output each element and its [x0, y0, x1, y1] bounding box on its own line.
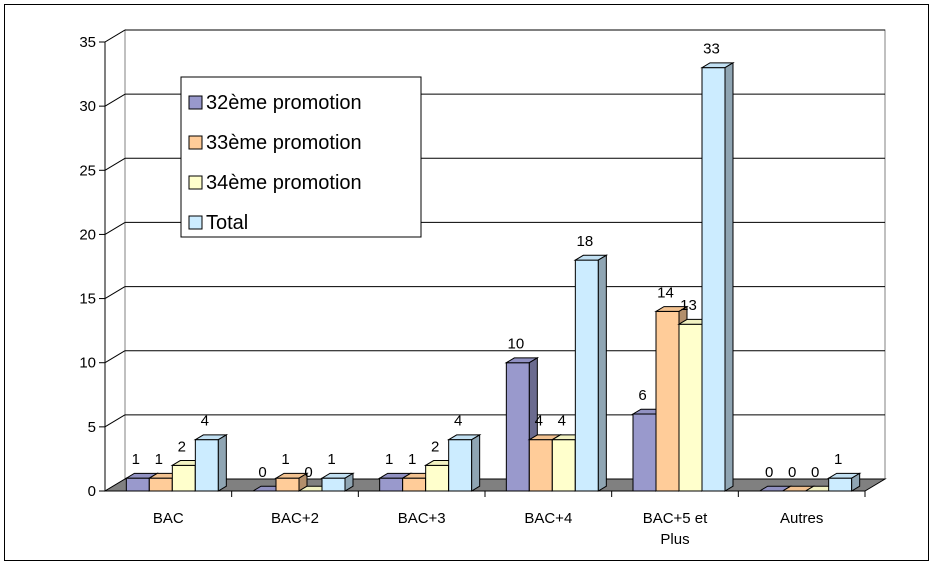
- bar-33-me-promotion: [528, 439, 553, 492]
- data-label: 1: [385, 451, 393, 468]
- data-label: 33: [703, 41, 720, 58]
- legend-label: 32ème promotion: [206, 92, 362, 114]
- gridline-side: [104, 157, 126, 171]
- data-label: 1: [155, 451, 163, 468]
- x-tick-label: BAC+2: [271, 510, 319, 527]
- bar-total: [828, 477, 853, 492]
- x-tick-label: Autres: [780, 510, 823, 527]
- data-label: 0: [258, 464, 266, 481]
- gridline-side: [104, 221, 126, 235]
- legend-swatch: [188, 175, 203, 190]
- data-label: 4: [535, 413, 543, 430]
- data-label: 0: [811, 464, 819, 481]
- data-label: 1: [834, 451, 842, 468]
- data-label: 4: [454, 413, 462, 430]
- bar-32-me-promotion: [379, 477, 404, 492]
- bars: [124, 61, 862, 492]
- bar-34-me-promotion: [551, 439, 576, 492]
- gridlines: [104, 29, 885, 428]
- bar-33-me-promotion: [275, 477, 300, 492]
- y-tick-label: 10: [79, 355, 96, 372]
- data-label: 1: [408, 451, 416, 468]
- legend: 32ème promotion 33ème promotion 34ème prom…: [180, 76, 422, 238]
- legend-label: Total: [206, 212, 248, 234]
- bar-total: [321, 477, 346, 492]
- y-tick-label: 35: [79, 34, 96, 51]
- bar-side: [471, 434, 481, 492]
- x-tick-label: BAC+4: [524, 510, 572, 527]
- y-tick-label: 30: [79, 98, 96, 115]
- bar-33-me-promotion: [148, 477, 173, 492]
- data-label: 10: [507, 336, 524, 353]
- gridline-side: [104, 29, 126, 43]
- side-wall: [104, 29, 126, 492]
- legend-box: [180, 76, 422, 238]
- bar-33-me-promotion: [655, 310, 680, 492]
- bar-side: [851, 472, 861, 492]
- gridline-side: [104, 350, 126, 364]
- bar-32-me-promotion: [125, 477, 150, 492]
- bar-34-me-promotion: [425, 464, 450, 492]
- legend-swatch: [188, 95, 203, 110]
- gridline-side: [104, 414, 126, 428]
- bar-total: [701, 67, 726, 492]
- y-tick-label: 0: [88, 483, 96, 500]
- bar-side: [217, 434, 227, 492]
- data-label: 1: [327, 451, 335, 468]
- data-label: 4: [201, 413, 209, 430]
- y-tick-label: 15: [79, 291, 96, 308]
- y-tick-label: 25: [79, 162, 96, 179]
- gridline-side: [104, 93, 126, 107]
- bar-34-me-promotion: [171, 464, 196, 492]
- bar-33-me-promotion: [402, 477, 427, 492]
- data-label: 2: [178, 438, 186, 455]
- data-label: 6: [638, 387, 646, 404]
- bar-34-me-promotion: [678, 323, 703, 492]
- data-label: 0: [765, 464, 773, 481]
- x-tick-label: BAC+5 et Plus: [643, 510, 708, 548]
- bar-side: [344, 472, 354, 492]
- bar-total: [574, 259, 599, 492]
- data-label: 0: [788, 464, 796, 481]
- data-label: 1: [132, 451, 140, 468]
- data-label: 14: [657, 284, 674, 301]
- bar-32-me-promotion: [632, 413, 657, 492]
- bar-total: [448, 439, 473, 492]
- gridline-side: [104, 286, 126, 300]
- legend-label: 33ème promotion: [206, 132, 362, 154]
- y-axis: 0 5 10 15 20 25 30 35: [79, 34, 106, 500]
- bar-side: [597, 254, 607, 492]
- data-label: 4: [558, 413, 566, 430]
- y-tick-label: 20: [79, 226, 96, 243]
- data-label: 0: [304, 464, 312, 481]
- x-tick-label: BAC+3: [398, 510, 446, 527]
- legend-swatch: [188, 135, 203, 150]
- x-tick-label: BAC: [153, 510, 184, 527]
- bar-32-me-promotion: [505, 362, 530, 492]
- data-label: 2: [431, 438, 439, 455]
- x-axis: BAC BAC+2 BAC+3 BAC+4 BAC+5 et Plus Autres: [105, 490, 866, 548]
- bar-total: [194, 439, 219, 492]
- data-label: 18: [576, 233, 593, 250]
- data-label: 1: [281, 451, 289, 468]
- legend-swatch: [188, 215, 203, 230]
- data-label: 13: [680, 297, 697, 314]
- bar-side: [724, 61, 734, 492]
- legend-label: 34ème promotion: [206, 172, 362, 194]
- y-tick-label: 5: [88, 419, 96, 436]
